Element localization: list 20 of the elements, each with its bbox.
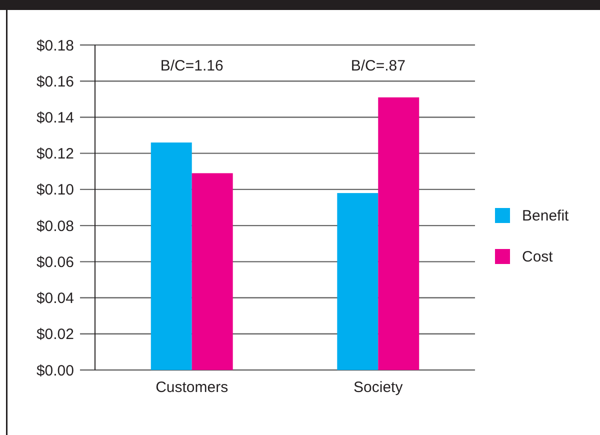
y-tick-label: $0.00 <box>36 362 74 380</box>
y-tick-label: $0.04 <box>36 290 74 308</box>
y-tick-label: $0.02 <box>36 326 74 344</box>
y-tick-label: $0.16 <box>36 73 74 90</box>
legend-label: Cost <box>522 248 554 266</box>
x-tick-label: Customers <box>156 379 228 396</box>
y-tick-label: $0.06 <box>36 254 74 271</box>
y-tick-label: $0.10 <box>36 182 74 199</box>
y-tick-label: $0.18 <box>36 37 74 54</box>
y-tick-label: $0.12 <box>36 146 74 163</box>
y-tick-label: $0.08 <box>36 218 74 235</box>
legend-label: Benefit <box>522 207 570 224</box>
annotation: B/C=1.16 <box>160 57 224 74</box>
y-tick-label: $0.14 <box>36 109 74 126</box>
bar <box>150 142 192 370</box>
annotation: B/C=.87 <box>350 57 406 74</box>
bar <box>378 97 420 370</box>
bar <box>192 173 233 370</box>
x-tick-label: Society <box>354 379 404 396</box>
bar <box>337 193 378 370</box>
